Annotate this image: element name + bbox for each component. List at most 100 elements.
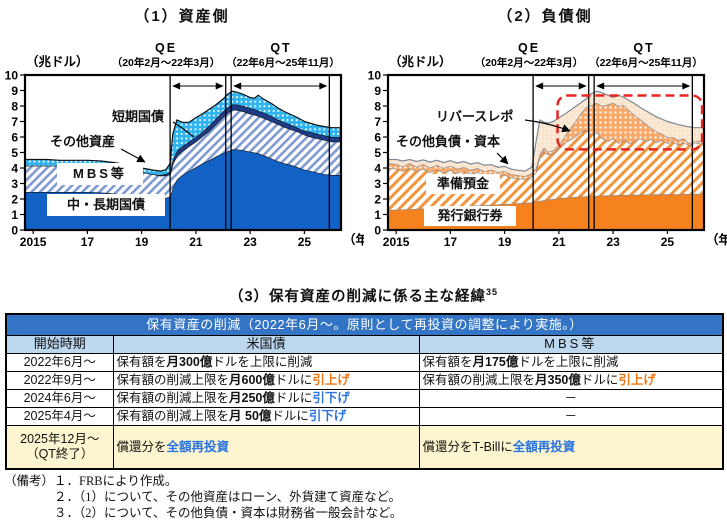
cell-date-3: 2025年4月～ [5,407,114,426]
svg-text:23: 23 [606,235,620,249]
svg-text:25: 25 [661,235,675,249]
shortterm-bond-pointer [172,121,195,138]
cell-date-0: 2022年6月～ [5,353,114,372]
liability-chart-panel: （2）負債側 0 1 2 3 4 5 6 7 8 9 10 2015 17 19 21 23 25 （兆ドル） [363,0,727,258]
cell-date-4-line1: 2025年12月～ [20,432,100,447]
cell-us-3: 保有額の削減上限を月 50億ドルに引下げ [112,407,420,426]
label-reserve-deposits: 準備預金 [426,174,500,194]
svg-text:5: 5 [374,146,381,160]
svg-text:6: 6 [374,131,381,145]
cell-us-0: 保有額を月300億ドルを上限に削減 [112,353,420,372]
cell-date-4-line2: （QT終了） [26,446,94,461]
liability-x-axis-unit: （年） [706,232,727,247]
table-row: 2024年6月～ 保有額の削減上限を月250億ドルに引下げ － [5,389,724,408]
footnote-line-3: ３．（2）について、その他負債・資本は財務省一般会計など。 [54,506,403,520]
cell-mbs-1: 保有額の削減上限を月350億ドルに引上げ [418,371,724,390]
cell-mbs-4: 償還分をT-Billに全額再投資 [418,425,724,469]
liability-y-axis-unit: （兆ドル） [389,54,452,69]
table-row: 2022年6月～ 保有額を月300億ドルを上限に削減 保有額を月175億ドルを上… [5,353,724,372]
svg-text:21: 21 [552,235,566,249]
table-title-cell: 保有資産の削減（2022年6月～。原則として再投資の調整により実施。） [5,313,724,336]
svg-text:6: 6 [11,131,18,145]
col-header-mbs: MBS等 [418,335,724,354]
reverse-repo-pointer-arrow [524,119,571,133]
footnote-line-2: ２．（1）について、その他資産はローン、外貨建て資産など。 [54,490,402,504]
section3-footnote-ref: 35 [486,287,499,298]
table-column-header-row: 開始時期 米国債 MBS等 [5,335,724,354]
liability-chart-title: （2）負債側 [497,8,593,25]
other-liabilities-pointer-arrow [496,152,509,165]
table-row: 2022年9月～ 保有額の削減上限を月600億ドルに引上げ 保有額の削減上限を月… [5,371,724,390]
label-reverse-repo: リバースレポ [436,109,514,124]
svg-text:2: 2 [11,193,18,207]
table-row: 2025年12月～ （QT終了） 償還分を全額再投資 償還分をT-Billに全額… [5,425,724,469]
svg-text:19: 19 [498,235,512,249]
label-banknotes-issued: 発行銀行券 [424,206,516,226]
section3-title-text: （3）保有資産の削減に係る主な経緯 [228,289,487,305]
footnotes: （備考）１．FRBにより作成。 ２．（1）について、その他資産はローン、外貨建て… [4,473,402,521]
cell-date-1: 2022年9月～ [5,371,114,390]
table-row: 2025年4月～ 保有額の削減上限を月 50億ドルに引下げ － [5,407,724,426]
svg-text:4: 4 [11,162,18,176]
svg-text:3: 3 [11,177,18,191]
svg-text:17: 17 [81,235,95,249]
asset-x-axis-unit: （年） [343,232,364,247]
cell-mbs-2: － [418,389,724,408]
svg-text:1: 1 [374,208,381,222]
svg-text:0: 0 [11,224,18,238]
footnote-line-1: （備考）１．FRBにより作成。 [4,474,178,488]
svg-text:7: 7 [374,115,381,129]
cell-mbs-0: 保有額を月175億ドルを上限に削減 [418,353,724,372]
label-mbs: MBS等 [57,163,143,185]
asset-reduction-table: 保有資産の削減（2022年6月～。原則として再投資の調整により実施。） 開始時期… [5,313,724,470]
asset-qe-period: （20年2月～22年3月） [112,56,221,69]
asset-qt-label: QT [270,41,291,55]
svg-text:9: 9 [374,84,381,98]
svg-text:8: 8 [11,100,18,114]
svg-text:10: 10 [368,69,382,83]
svg-text:3: 3 [374,177,381,191]
svg-text:9: 9 [11,84,18,98]
svg-text:7: 7 [11,115,18,129]
cell-date-2: 2024年6月～ [5,389,114,408]
asset-chart-title: （1）資産側 [134,8,230,25]
svg-text:10: 10 [5,69,19,83]
cell-us-1: 保有額の削減上限を月600億ドルに引上げ [112,371,420,390]
liability-qe-period: （20年2月～22年3月） [475,56,584,69]
svg-text:4: 4 [374,162,381,176]
svg-text:5: 5 [11,146,18,160]
label-other-assets: その他資産 [50,134,116,149]
asset-y-axis-unit: （兆ドル） [26,54,89,69]
svg-text:0: 0 [374,224,381,238]
svg-text:19: 19 [135,235,149,249]
svg-text:2: 2 [374,193,381,207]
svg-text:25: 25 [298,235,312,249]
label-shortterm-bonds: 短期国債 [112,109,165,124]
asset-qt-period: （22年6月～25年11月） [226,56,340,69]
cell-mbs-3: － [418,407,724,426]
liability-qe-label: QE [518,41,540,55]
svg-text:8: 8 [374,100,381,114]
liability-qt-period: （22年6月～25年11月） [589,56,703,69]
cell-date-4: 2025年12月～ （QT終了） [5,425,114,469]
cell-us-4: 償還分を全額再投資 [112,425,420,469]
asset-qe-label: QE [155,41,177,55]
svg-text:2015: 2015 [20,235,47,249]
svg-text:21: 21 [189,235,203,249]
svg-text:2015: 2015 [383,235,410,249]
svg-text:1: 1 [11,208,18,222]
liability-qt-label: QT [633,41,654,55]
cell-us-2: 保有額の削減上限を月250億ドルに引下げ [112,389,420,408]
other-assets-pointer-arrow [120,148,146,163]
svg-text:23: 23 [243,235,257,249]
section3-title: （3）保有資産の削減に係る主な経緯35 [0,285,727,306]
asset-chart-panel: （1）資産側 0 1 2 3 4 5 6 7 8 9 10 2015 17 19 21 23 25 （兆ドル） … [0,0,364,258]
table-title-row: 保有資産の削減（2022年6月～。原則として再投資の調整により実施。） [5,313,724,336]
col-header-us-treasury: 米国債 [112,335,420,354]
svg-text:17: 17 [444,235,458,249]
label-other-liabilities-capital: その他負債・資本 [396,134,501,149]
col-header-start-date: 開始時期 [5,335,114,354]
label-mid-long-term-bonds: 中・長期国債 [47,194,165,216]
